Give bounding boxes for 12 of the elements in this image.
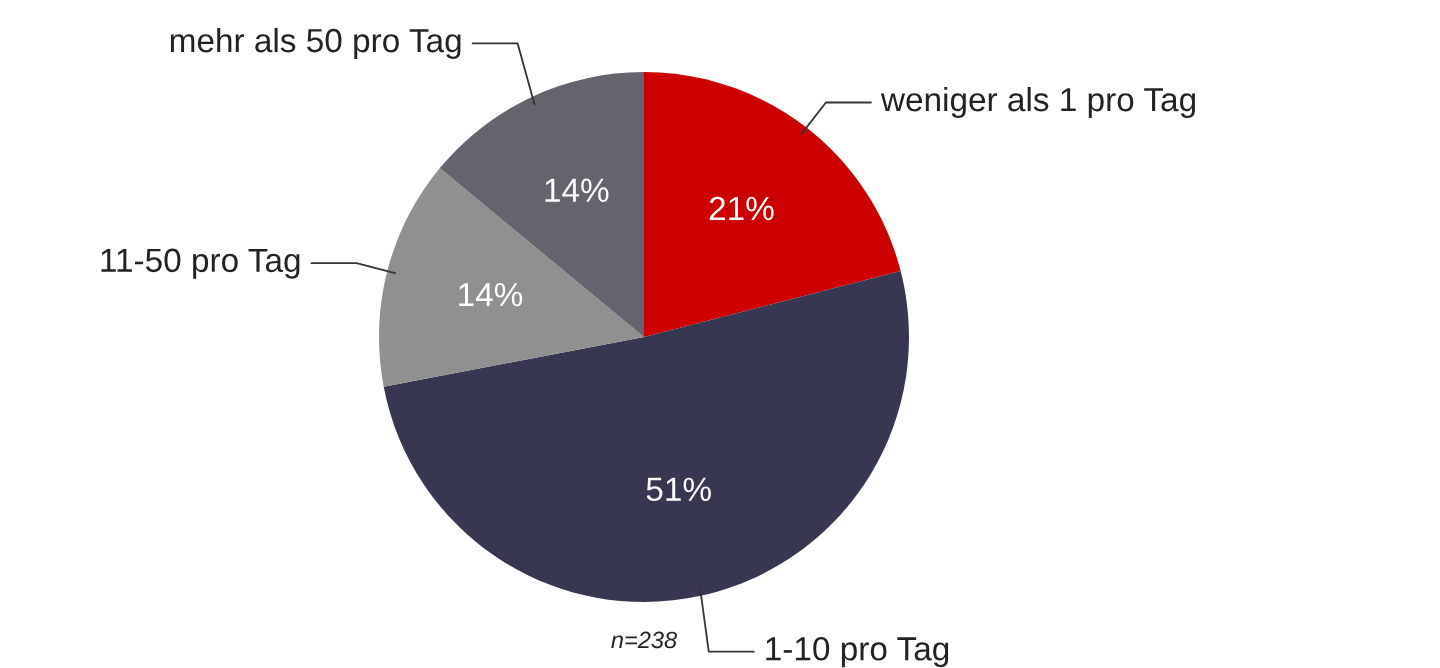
slice-label: 1-10 pro Tag <box>766 637 949 668</box>
pie-slice <box>383 271 909 602</box>
data-label: 14% <box>545 178 609 202</box>
data-label: 14% <box>459 282 523 307</box>
slice-label: weniger als 1 pro Tag <box>880 86 1196 119</box>
text: n=238 <box>611 631 678 649</box>
pie-slice <box>379 168 644 387</box>
data-label: 21% <box>709 196 774 221</box>
slice-label: 11-50 pro Tag <box>101 248 300 279</box>
pie-slice <box>439 72 644 337</box>
data-label: 51% <box>646 477 711 502</box>
slice-label: mehr als 50 pro Tag <box>170 27 461 59</box>
